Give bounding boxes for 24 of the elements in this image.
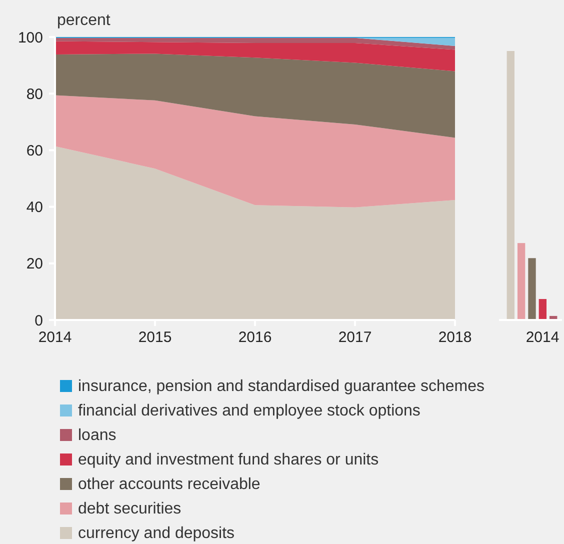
y-tick-label: 0 bbox=[34, 312, 43, 330]
bar bbox=[506, 51, 514, 320]
x-tick-label: 2015 bbox=[138, 329, 172, 346]
legend-label: other accounts receivable bbox=[78, 476, 260, 493]
bar bbox=[517, 243, 526, 320]
legend-label: currency and deposits bbox=[78, 525, 235, 542]
x-tick-label: 2018 bbox=[438, 329, 472, 346]
y-tick-label: 20 bbox=[26, 256, 43, 273]
legend-label: loans bbox=[78, 427, 116, 444]
y-axis-title: percent bbox=[57, 12, 111, 29]
y-tick-label: 40 bbox=[26, 199, 43, 216]
y-tick-label: 100 bbox=[18, 29, 43, 46]
bar bbox=[538, 299, 547, 320]
legend-label: debt securities bbox=[78, 500, 182, 518]
x-tick-label: 2014 bbox=[526, 329, 560, 346]
y-tick-label: 60 bbox=[26, 142, 43, 160]
x-tick-label: 2017 bbox=[338, 329, 372, 346]
y-tick-label: 80 bbox=[26, 86, 43, 103]
bar bbox=[528, 258, 536, 320]
x-tick-label: 2014 bbox=[38, 329, 72, 346]
legend-label: insurance, pension and standardised guarantee schemes bbox=[78, 378, 484, 395]
x-tick-label: 2016 bbox=[238, 329, 272, 346]
legend-label: equity and investment fund shares or units bbox=[78, 452, 379, 468]
legend-label: financial derivatives and employee stock options bbox=[78, 402, 420, 420]
